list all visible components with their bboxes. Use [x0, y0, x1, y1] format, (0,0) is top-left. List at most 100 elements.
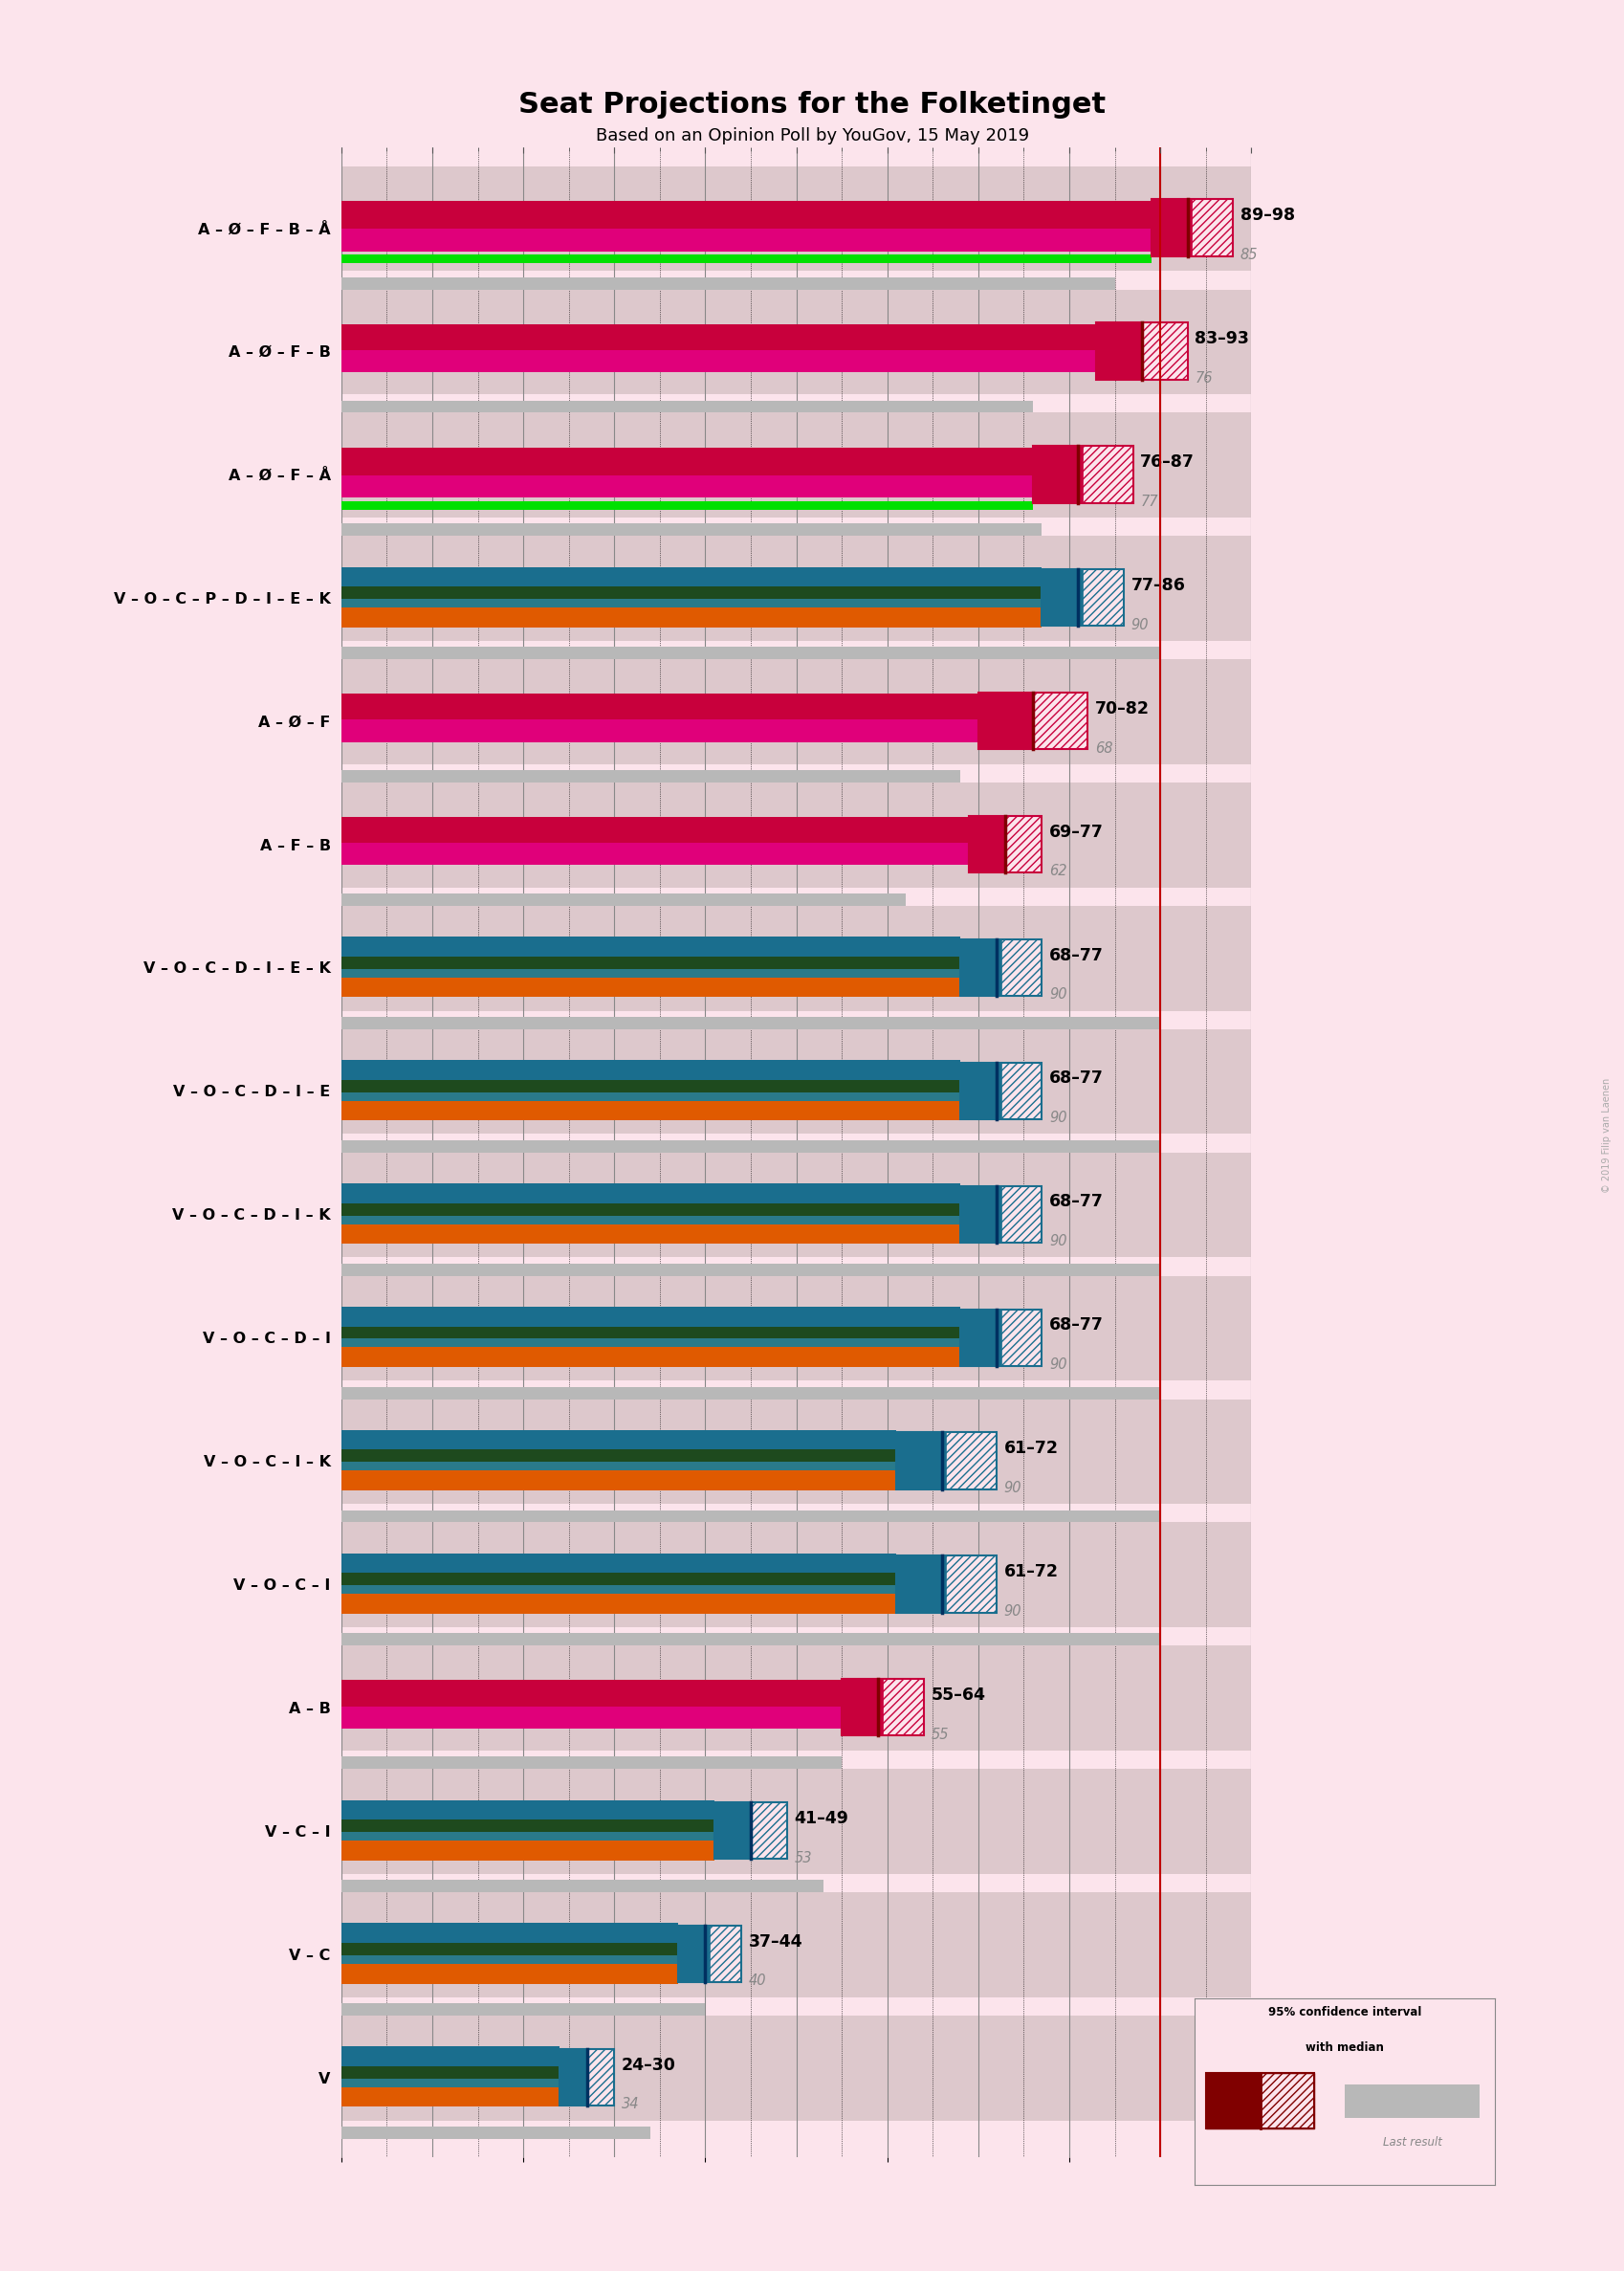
Bar	[341, 288, 1250, 413]
Bar	[1205, 2073, 1314, 2128]
Bar	[341, 1338, 960, 1351]
Bar	[341, 2121, 1250, 2139]
Text: Based on an Opinion Poll by YouGov, 15 May 2019: Based on an Opinion Poll by YouGov, 15 M…	[596, 127, 1028, 145]
Bar	[341, 1833, 715, 1844]
Bar	[341, 1633, 1160, 1646]
Text: 90: 90	[1004, 1481, 1021, 1494]
Bar	[341, 1154, 1250, 1276]
Bar	[341, 1840, 715, 1860]
Text: 61–72: 61–72	[1004, 1440, 1057, 1458]
Bar	[1033, 693, 1086, 749]
Text: 76–87: 76–87	[1140, 454, 1194, 470]
Text: 89–98: 89–98	[1239, 207, 1294, 225]
Bar	[1005, 815, 1041, 872]
Text: 55: 55	[931, 1728, 948, 1742]
Bar	[341, 600, 1041, 611]
Bar	[341, 640, 1250, 659]
Bar	[341, 229, 1150, 252]
Bar	[341, 1276, 1250, 1399]
Bar	[559, 2048, 586, 2105]
Bar	[341, 906, 1250, 1029]
Bar	[341, 609, 1041, 627]
Bar	[1205, 2073, 1260, 2128]
Bar	[896, 1433, 945, 1490]
Bar	[341, 1472, 896, 1490]
Bar	[341, 1892, 1250, 2017]
Bar	[1000, 940, 1041, 997]
Text: Seat Projections for the Folketinget: Seat Projections for the Folketinget	[518, 91, 1106, 118]
Text: 68–77: 68–77	[1049, 947, 1103, 963]
Bar	[960, 1185, 1041, 1242]
Bar	[341, 970, 960, 981]
Bar	[341, 1646, 1250, 1769]
Bar	[341, 2126, 650, 2139]
Bar	[1082, 570, 1124, 627]
Bar	[341, 325, 1096, 359]
Bar	[1150, 200, 1192, 257]
Bar	[341, 1681, 841, 1715]
Bar	[1096, 322, 1142, 379]
Bar	[1192, 200, 1233, 257]
Bar	[978, 693, 1033, 749]
Bar	[1343, 2085, 1479, 2117]
Bar	[882, 1678, 922, 1735]
Bar	[341, 1924, 677, 1944]
Bar	[341, 1224, 960, 1245]
Bar	[341, 447, 1033, 481]
Bar	[1000, 1185, 1041, 1242]
Text: 24–30: 24–30	[620, 2055, 676, 2073]
Text: 90: 90	[1049, 1233, 1067, 1249]
Bar	[341, 2017, 1250, 2139]
Bar	[341, 1029, 1250, 1154]
Bar	[1260, 2073, 1314, 2128]
Text: 90: 90	[1049, 1358, 1067, 1372]
Bar	[341, 783, 1250, 906]
Bar	[341, 1306, 960, 1326]
Bar	[341, 1215, 960, 1229]
Bar	[968, 815, 1041, 872]
Bar	[960, 1185, 1000, 1242]
Text: 90: 90	[1049, 988, 1067, 1002]
Text: 77–86: 77–86	[1130, 577, 1186, 595]
Bar	[559, 2048, 614, 2105]
Bar	[341, 1503, 1250, 1522]
Text: 90: 90	[1004, 1603, 1021, 1619]
Bar	[1000, 1308, 1041, 1365]
Bar	[341, 270, 1250, 288]
Text: 62: 62	[1049, 865, 1067, 879]
Bar	[341, 1463, 896, 1474]
Bar	[341, 1133, 1250, 1154]
Bar	[341, 536, 1250, 659]
Bar	[341, 1706, 841, 1728]
Bar	[960, 1308, 1041, 1365]
Bar	[960, 940, 1041, 997]
Text: 68–77: 68–77	[1049, 1192, 1103, 1210]
Bar	[341, 395, 1250, 413]
Bar	[341, 1381, 1250, 1399]
Text: 69–77: 69–77	[1049, 824, 1103, 840]
Bar	[341, 2003, 705, 2017]
Bar	[341, 413, 1250, 536]
Bar	[341, 1955, 677, 1967]
Bar	[341, 1101, 960, 1120]
Bar	[960, 1063, 1041, 1120]
Bar	[677, 1926, 710, 1983]
Bar	[341, 400, 1033, 413]
Bar	[945, 1556, 996, 1612]
Bar	[715, 1803, 786, 1860]
Text: 90: 90	[1130, 618, 1148, 631]
Text: 40: 40	[749, 1973, 767, 1989]
Text: 70–82: 70–82	[1095, 699, 1148, 718]
Bar	[341, 2067, 559, 2078]
Text: 77: 77	[1140, 495, 1158, 509]
Bar	[341, 200, 1150, 236]
Bar	[341, 1751, 1250, 1769]
Bar	[341, 1388, 1160, 1399]
Bar	[341, 647, 1160, 659]
Bar	[341, 1326, 960, 1338]
Bar	[341, 818, 968, 852]
Bar	[1082, 445, 1132, 502]
Bar	[341, 893, 905, 906]
Bar	[341, 1944, 677, 1955]
Text: with median: with median	[1304, 2042, 1384, 2053]
